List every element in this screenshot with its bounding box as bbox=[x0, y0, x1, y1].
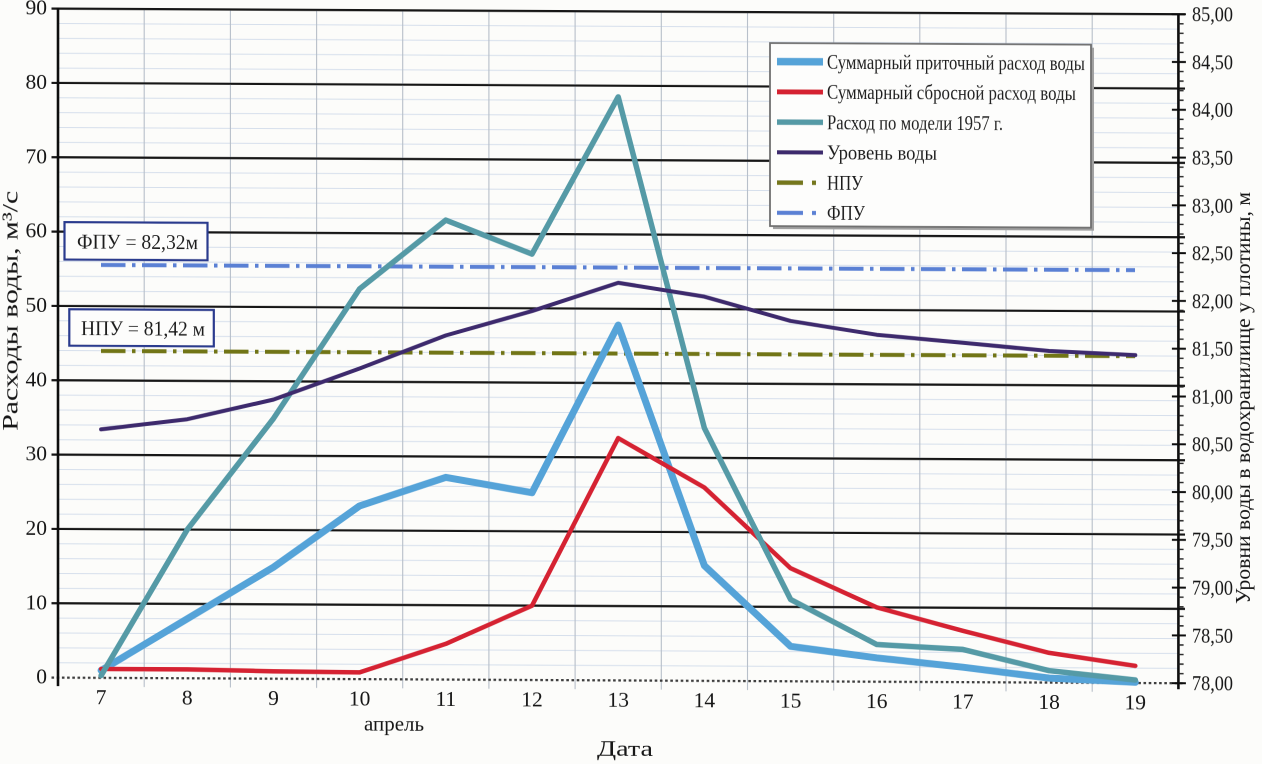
svg-text:Уровень воды: Уровень воды bbox=[827, 141, 937, 166]
svg-text:84,00: 84,00 bbox=[1192, 98, 1233, 122]
svg-text:17: 17 bbox=[952, 689, 974, 713]
svg-text:80: 80 bbox=[26, 70, 47, 94]
svg-text:20: 20 bbox=[26, 516, 47, 540]
svg-text:30: 30 bbox=[26, 441, 47, 465]
svg-text:82,00: 82,00 bbox=[1192, 289, 1233, 313]
svg-text:79,50: 79,50 bbox=[1192, 528, 1233, 552]
svg-text:7: 7 bbox=[96, 685, 107, 709]
svg-text:78,00: 78,00 bbox=[1192, 671, 1233, 695]
svg-text:Уровни воды в водохранилище у: Уровни воды в водохранилище у плотины, м bbox=[1231, 192, 1255, 604]
svg-text:Расходы воды, м³/с: Расходы воды, м³/с bbox=[0, 191, 22, 431]
svg-text:79,00: 79,00 bbox=[1192, 576, 1233, 600]
svg-text:70: 70 bbox=[26, 144, 47, 168]
svg-text:85,00: 85,00 bbox=[1192, 2, 1233, 26]
svg-text:81,50: 81,50 bbox=[1192, 337, 1233, 361]
svg-text:11: 11 bbox=[435, 687, 456, 711]
svg-text:80,00: 80,00 bbox=[1192, 480, 1233, 504]
svg-text:0: 0 bbox=[36, 664, 47, 688]
svg-text:Дата: Дата bbox=[597, 736, 653, 761]
svg-text:13: 13 bbox=[607, 688, 628, 712]
svg-text:9: 9 bbox=[268, 686, 279, 710]
svg-text:40: 40 bbox=[26, 367, 47, 391]
svg-text:10: 10 bbox=[26, 590, 47, 614]
svg-text:15: 15 bbox=[780, 689, 801, 713]
svg-text:ФПУ: ФПУ bbox=[827, 201, 865, 225]
svg-text:78,50: 78,50 bbox=[1192, 623, 1233, 647]
svg-text:90: 90 bbox=[26, 0, 47, 20]
svg-text:8: 8 bbox=[182, 686, 193, 710]
svg-text:12: 12 bbox=[521, 687, 542, 711]
svg-text:Расход по модели 1957 г.: Расход по модели 1957 г. bbox=[827, 110, 1003, 135]
svg-text:НПУ: НПУ bbox=[827, 171, 863, 195]
svg-text:80,50: 80,50 bbox=[1192, 432, 1233, 456]
svg-text:50: 50 bbox=[26, 293, 47, 317]
svg-text:83,50: 83,50 bbox=[1192, 146, 1233, 170]
svg-text:ФПУ = 82,32м: ФПУ = 82,32м bbox=[77, 229, 198, 254]
svg-text:10: 10 bbox=[349, 686, 370, 710]
svg-text:Суммарный сбросной расход воды: Суммарный сбросной расход воды bbox=[827, 80, 1076, 105]
svg-text:Суммарный приточный расход вод: Суммарный приточный расход воды bbox=[827, 50, 1085, 75]
svg-text:НПУ = 81,42 м: НПУ = 81,42 м bbox=[81, 316, 205, 341]
svg-text:14: 14 bbox=[694, 688, 716, 712]
svg-text:81,00: 81,00 bbox=[1192, 385, 1233, 409]
svg-text:16: 16 bbox=[866, 689, 888, 713]
svg-text:83,00: 83,00 bbox=[1192, 193, 1233, 217]
svg-text:60: 60 bbox=[26, 218, 47, 242]
svg-text:84,50: 84,50 bbox=[1192, 50, 1233, 74]
svg-text:82,50: 82,50 bbox=[1192, 241, 1233, 265]
svg-text:апрель: апрель bbox=[364, 712, 424, 736]
svg-text:18: 18 bbox=[1038, 690, 1059, 714]
svg-text:19: 19 bbox=[1125, 690, 1146, 714]
